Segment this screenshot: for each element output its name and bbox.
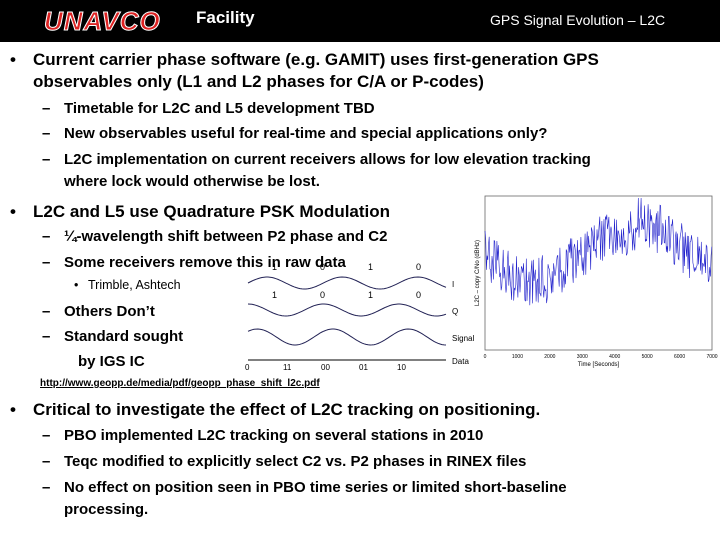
dash: – (42, 303, 51, 320)
x-tick-label: 3000 (577, 354, 588, 360)
bit: 0 (320, 290, 325, 300)
sub-bullet-text: ¼-wavelength shift between P2 phase and … (64, 228, 388, 245)
x-tick-label: 2000 (544, 354, 555, 360)
bit: 1 (368, 290, 373, 300)
sub-bullet-text: New observables useful for real-time and… (64, 125, 548, 142)
bullet-text: L2C and L5 use Quadrature PSK Modulation (33, 202, 391, 221)
header-bar: UNAVCO Facility GPS Signal Evolution – L… (0, 0, 720, 42)
link[interactable]: http://www.geopp.de/media/pdf/geopp_phas… (40, 378, 320, 389)
bit: 0 (416, 262, 421, 272)
sub-sub-text: Trimble, Ashtech (88, 278, 181, 292)
sub-bullet-text: Standard sought (64, 328, 184, 345)
waveform (247, 303, 447, 317)
x-tick-label: 7000 (706, 354, 717, 360)
bit: 0 (245, 363, 250, 372)
bullet: • (10, 50, 16, 69)
bit: 00 (321, 363, 330, 372)
x-tick-label: 5000 (642, 354, 653, 360)
row-label: Data (452, 357, 469, 366)
sub-bullet-text: by IGS IC (78, 353, 145, 370)
sub-bullet-text: PBO implemented L2C tracking on several … (64, 427, 484, 444)
bullet-text: Critical to investigate the effect of L2… (33, 400, 541, 419)
sub-bullet-text: L2C implementation on current receivers … (64, 151, 591, 168)
y-axis-label: L2C – copy C/No (dBHz) (475, 240, 481, 306)
sub-bullet-text: where lock would otherwise be lost. (64, 173, 320, 190)
sub-bullet-text: Others Don’t (64, 303, 155, 320)
noise-trace (484, 197, 713, 306)
sub-bullet-text: No effect on position seen in PBO time s… (64, 479, 567, 496)
waveform (247, 328, 447, 346)
header-left: Facility (196, 8, 255, 27)
dash: – (42, 453, 51, 470)
x-tick-label: 1000 (512, 354, 523, 360)
row-label: Q (452, 307, 458, 316)
sub-bullet-text: Some receivers remove this in raw data (64, 254, 346, 271)
dash: – (42, 228, 51, 245)
bit: 10 (397, 363, 406, 372)
dash: – (42, 254, 51, 271)
header-right: GPS Signal Evolution – L2C (490, 12, 666, 28)
bit: 1 (368, 262, 373, 272)
dash: – (42, 100, 51, 117)
dash: – (42, 427, 51, 444)
waveform (247, 276, 447, 290)
dash: – (42, 328, 51, 345)
sub-bullet-text: Teqc modified to explicitly select C2 vs… (64, 453, 527, 470)
x-tick-label: 4000 (609, 354, 620, 360)
sub-bullet-text: Timetable for L2C and L5 development TBD (64, 100, 375, 117)
bit: 0 (416, 290, 421, 300)
x-axis-label: Time [Seconds] (578, 362, 620, 368)
bullet: • (10, 400, 16, 419)
dash: – (42, 479, 51, 496)
dot: • (74, 278, 79, 292)
bullet-text: observables only (L1 and L2 phases for C… (33, 72, 484, 91)
bullet: • (10, 202, 16, 221)
row-label: Signal (452, 334, 474, 343)
bit: 01 (359, 363, 368, 372)
row-label: I (452, 280, 454, 289)
dash: – (42, 151, 51, 168)
bit: 1 (272, 290, 277, 300)
dash: – (42, 125, 51, 142)
sub-bullet-text: processing. (64, 501, 149, 518)
bullet-text: Current carrier phase software (e.g. GAM… (33, 50, 599, 69)
x-tick-label: 0 (484, 354, 487, 360)
x-tick-label: 6000 (674, 354, 685, 360)
plot-frame (484, 195, 713, 351)
bit: 11 (283, 363, 292, 372)
logo: UNAVCO (44, 6, 161, 37)
